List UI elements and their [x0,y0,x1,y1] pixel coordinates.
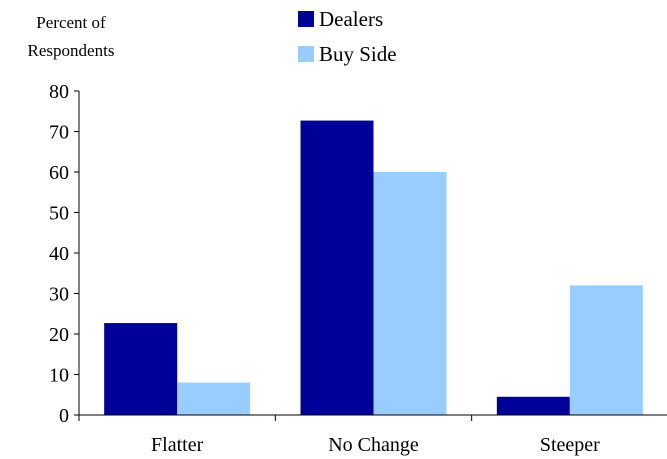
y-tick-label: 40 [49,243,69,265]
y-tick-label: 50 [49,203,69,225]
plot-area: 0 10 20 30 40 50 60 70 80 Flatter No Change Steeper [49,81,667,456]
y-tick-label: 60 [49,162,69,184]
bar-dealers-steeper [496,396,570,415]
bar-dealers-no-change [300,120,374,415]
y-tick-label: 80 [49,81,69,103]
x-tick-label: No Change [328,434,419,456]
y-tick-label: 30 [49,284,69,306]
y-tick-label: 20 [49,324,69,346]
y-axis-label-line-1: Percent of [36,13,106,32]
legend-swatch-dealers [298,11,314,27]
y-tick-label: 0 [59,405,69,427]
bar-dealers-flatter [104,323,178,415]
bar-buy-side-steeper [569,285,643,415]
legend: Dealers Buy Side [298,7,397,66]
y-tick-label: 10 [49,365,69,387]
x-tick-label: Steeper [540,434,600,456]
y-tick-label: 70 [49,122,69,144]
bar-buy-side-flatter [177,382,251,415]
y-axis-label-line-2: Respondents [28,41,115,60]
bar-buy-side-no-change [373,172,447,415]
legend-swatch-buy-side [298,46,314,62]
legend-label-dealers: Dealers [319,7,383,31]
legend-label-buy-side: Buy Side [319,42,397,66]
x-tick-label: Flatter [151,434,204,456]
